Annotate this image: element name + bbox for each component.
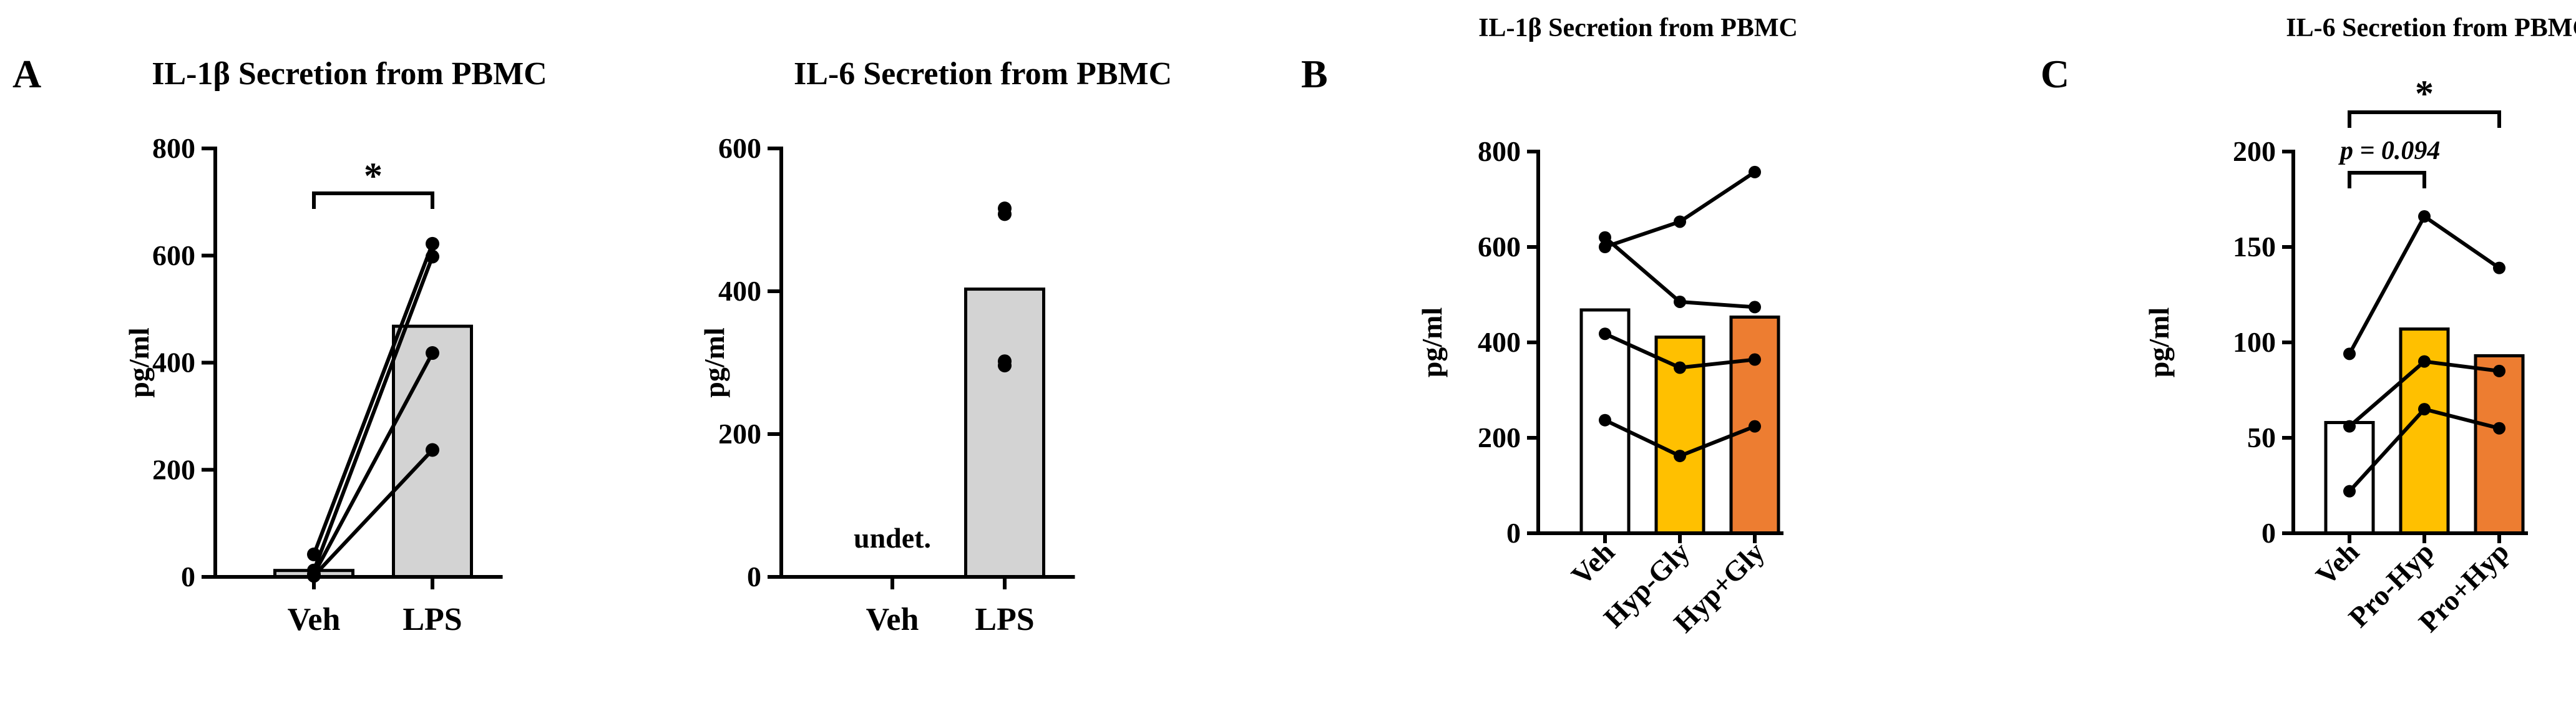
significance-bracket bbox=[2348, 171, 2426, 188]
significance-star: * bbox=[2415, 73, 2434, 114]
significance-bracket bbox=[2348, 110, 2501, 128]
chart-title: IL-1β Secretion from PBMC bbox=[1478, 14, 1798, 42]
significance-bracket bbox=[312, 191, 434, 209]
annotation-label: undet. bbox=[854, 522, 931, 554]
data-point bbox=[2493, 422, 2505, 435]
data-point bbox=[2493, 364, 2505, 377]
x-tick-label: LPS bbox=[975, 602, 1034, 637]
panel-label: C bbox=[2041, 52, 2069, 96]
y-tick-label: 400 bbox=[718, 275, 761, 307]
data-point bbox=[426, 443, 439, 457]
y-tick-label: 200 bbox=[1478, 422, 1521, 453]
y-tick-label: 200 bbox=[718, 418, 761, 450]
data-point bbox=[2418, 210, 2431, 223]
y-axis-label: pg/ml bbox=[2143, 307, 2175, 377]
y-tick-label: 100 bbox=[2233, 326, 2276, 358]
y-tick-label: 0 bbox=[181, 561, 195, 592]
data-point bbox=[2418, 355, 2431, 368]
data-point bbox=[2493, 261, 2505, 274]
y-tick-label: 200 bbox=[152, 453, 195, 485]
y-tick-label: 400 bbox=[1478, 326, 1521, 358]
chart-title: IL-1β Secretion from PBMC bbox=[152, 56, 547, 92]
data-point bbox=[2418, 403, 2431, 416]
data-point bbox=[998, 359, 1012, 373]
x-tick-label: Veh bbox=[866, 602, 919, 637]
data-point bbox=[1599, 327, 1611, 341]
chart-panel-A-left: IL-1β Secretion from PBMC Apg/ml 0 200 400 60… bbox=[12, 52, 547, 637]
data-point bbox=[998, 207, 1012, 221]
y-tick-label: 0 bbox=[747, 561, 761, 592]
data-point bbox=[426, 236, 439, 251]
y-tick-label: 150 bbox=[2233, 231, 2276, 263]
chart-title: IL-6 Secretion from PBMC bbox=[2286, 14, 2576, 42]
data-point bbox=[307, 569, 321, 583]
bar-pro-hyp bbox=[2399, 327, 2450, 535]
chart-panel-A-right: IL-6 Secretion from PBMC pg/ml 0 200 400 600 V… bbox=[698, 56, 1172, 637]
y-tick-label: 600 bbox=[152, 239, 195, 271]
y-axis-label: pg/ml bbox=[698, 327, 730, 397]
y-tick-label: 400 bbox=[152, 347, 195, 379]
data-point bbox=[426, 249, 439, 264]
bar-lps bbox=[964, 288, 1045, 579]
y-tick-label: 600 bbox=[718, 132, 761, 164]
data-point bbox=[2343, 420, 2356, 433]
significance-star: * bbox=[364, 155, 383, 196]
data-point bbox=[1599, 231, 1611, 244]
data-point bbox=[1749, 420, 1761, 433]
data-point bbox=[1749, 165, 1761, 178]
y-tick-label: 800 bbox=[1478, 135, 1521, 167]
y-tick-label: 200 bbox=[2233, 135, 2276, 167]
significance-pvalue: p = 0.094 bbox=[2338, 137, 2440, 165]
y-tick-label: 600 bbox=[1478, 231, 1521, 263]
data-point bbox=[1749, 353, 1761, 366]
chart-panel-C: IL-6 Secretion from PBMC Cpg/ml 0 50 100 150 2… bbox=[2041, 14, 2576, 638]
x-tick-label: Veh bbox=[288, 602, 341, 637]
bar-veh bbox=[2324, 421, 2375, 535]
chart-title: IL-6 Secretion from PBMC bbox=[794, 56, 1172, 92]
data-point bbox=[1674, 215, 1686, 228]
x-tick-label: LPS bbox=[402, 602, 462, 637]
y-tick-label: 50 bbox=[2247, 422, 2276, 453]
subject-line bbox=[312, 448, 434, 578]
y-tick-label: 0 bbox=[2261, 517, 2276, 549]
data-point bbox=[1749, 301, 1761, 314]
data-point bbox=[1674, 295, 1686, 308]
y-tick-label: 800 bbox=[152, 132, 195, 164]
data-point bbox=[1674, 450, 1686, 463]
y-axis-label: pg/ml bbox=[1416, 307, 1448, 377]
bar-pro-hyp bbox=[2474, 354, 2525, 535]
data-point bbox=[2343, 347, 2356, 360]
subject-line bbox=[312, 243, 434, 556]
panel-label: A bbox=[12, 52, 41, 96]
y-axis-label: pg/ml bbox=[123, 327, 155, 397]
data-point bbox=[1674, 361, 1686, 374]
subject-line bbox=[312, 352, 434, 576]
data-point bbox=[426, 346, 439, 360]
data-point bbox=[1599, 241, 1611, 253]
panel-label: B bbox=[1301, 52, 1328, 96]
subject-line bbox=[312, 256, 434, 571]
data-point bbox=[1599, 413, 1611, 427]
y-tick-label: 0 bbox=[1506, 517, 1521, 549]
data-point bbox=[2343, 485, 2356, 498]
